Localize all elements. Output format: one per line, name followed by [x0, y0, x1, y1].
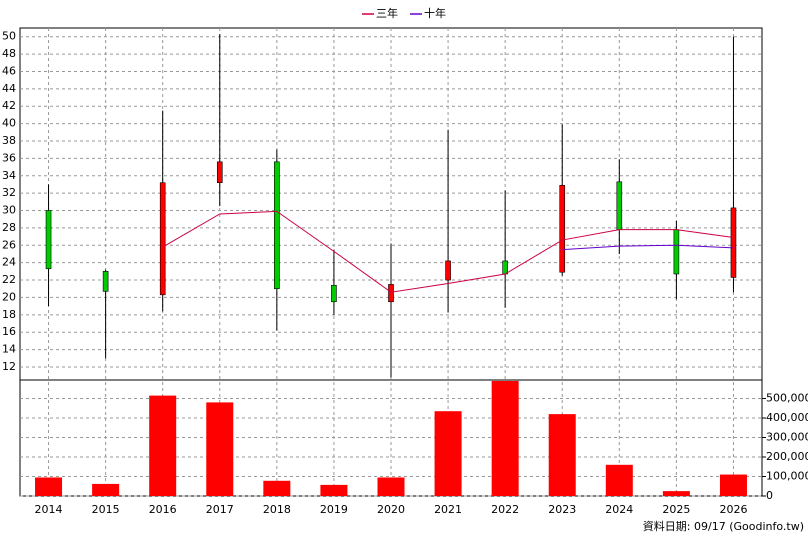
bar [377, 477, 405, 496]
x-tick-label: 2025 [662, 503, 690, 516]
y-tick-label: 44 [2, 82, 16, 95]
bar [434, 411, 462, 496]
bar [92, 483, 120, 496]
bar [491, 380, 519, 496]
y-tick-label: 36 [2, 151, 16, 164]
bar [206, 402, 234, 496]
y-tick-label: 28 [2, 221, 16, 234]
y-tick-label: 14 [2, 343, 16, 356]
y-tick-label: 32 [2, 186, 16, 199]
candle-body [331, 284, 337, 303]
bar [605, 464, 633, 496]
candle-body [616, 181, 623, 230]
candle-body [388, 284, 394, 303]
x-tick-label: 2016 [149, 503, 177, 516]
y-tick-label: 46 [2, 64, 16, 77]
legend-label: 三年 [376, 6, 398, 20]
line-series [562, 244, 734, 251]
x-tick-label: 2023 [548, 503, 576, 516]
candle-body [159, 182, 166, 296]
x-tick-label: 2021 [434, 503, 462, 516]
x-tick-label: 2020 [377, 503, 405, 516]
line-series [162, 210, 734, 293]
y-tick-label: 48 [2, 47, 16, 60]
candle-body [673, 229, 680, 275]
bar [662, 491, 690, 496]
y-tick-label: 40 [2, 117, 16, 130]
y-tick-label: 30 [2, 204, 16, 217]
bar [149, 395, 177, 496]
x-tick-label: 2015 [92, 503, 120, 516]
y-tick-label: 22 [2, 273, 16, 286]
x-tick-label: 2024 [605, 503, 633, 516]
candle-body [274, 161, 280, 290]
x-tick-label: 2017 [206, 503, 234, 516]
bar [719, 474, 747, 496]
candle-body [730, 207, 737, 278]
x-tick-label: 2014 [35, 503, 63, 516]
bar [548, 414, 576, 496]
y-tick-label: 24 [2, 256, 16, 269]
x-tick-label: 2026 [719, 503, 747, 516]
bar [263, 480, 291, 496]
y-tick-label: 26 [2, 238, 16, 251]
y-tick-label: 34 [2, 169, 16, 182]
x-tick-label: 2018 [263, 503, 291, 516]
footer: 資料日期: 09/17 (Goodinfo.tw) [643, 519, 804, 533]
y2-tick-label: 0 [766, 489, 773, 502]
bar [320, 484, 348, 496]
y-tick-label: 20 [2, 290, 16, 303]
x-tick-label: 2019 [320, 503, 348, 516]
candle-body [445, 260, 451, 281]
y2-tick-label: 100,000 [766, 470, 808, 483]
y-tick-label: 38 [2, 134, 16, 147]
y2-tick-label: 200,000 [766, 450, 808, 463]
y-tick-label: 16 [2, 325, 16, 338]
candle-body [559, 185, 566, 273]
y2-tick-label: 400,000 [766, 411, 808, 424]
y-tick-label: 50 [2, 30, 16, 43]
y2-tick-label: 500,000 [766, 392, 808, 405]
bar [35, 477, 63, 496]
y2-tick-label: 300,000 [766, 431, 808, 444]
candle-body [45, 210, 52, 270]
y-tick-label: 42 [2, 99, 16, 112]
candle-body [102, 271, 109, 292]
legend-label: 十年 [424, 6, 446, 20]
x-tick-label: 2022 [491, 503, 519, 516]
y-tick-label: 18 [2, 308, 16, 321]
candle-body [502, 260, 508, 275]
y-tick-label: 12 [2, 360, 16, 373]
candle-body [216, 161, 223, 184]
